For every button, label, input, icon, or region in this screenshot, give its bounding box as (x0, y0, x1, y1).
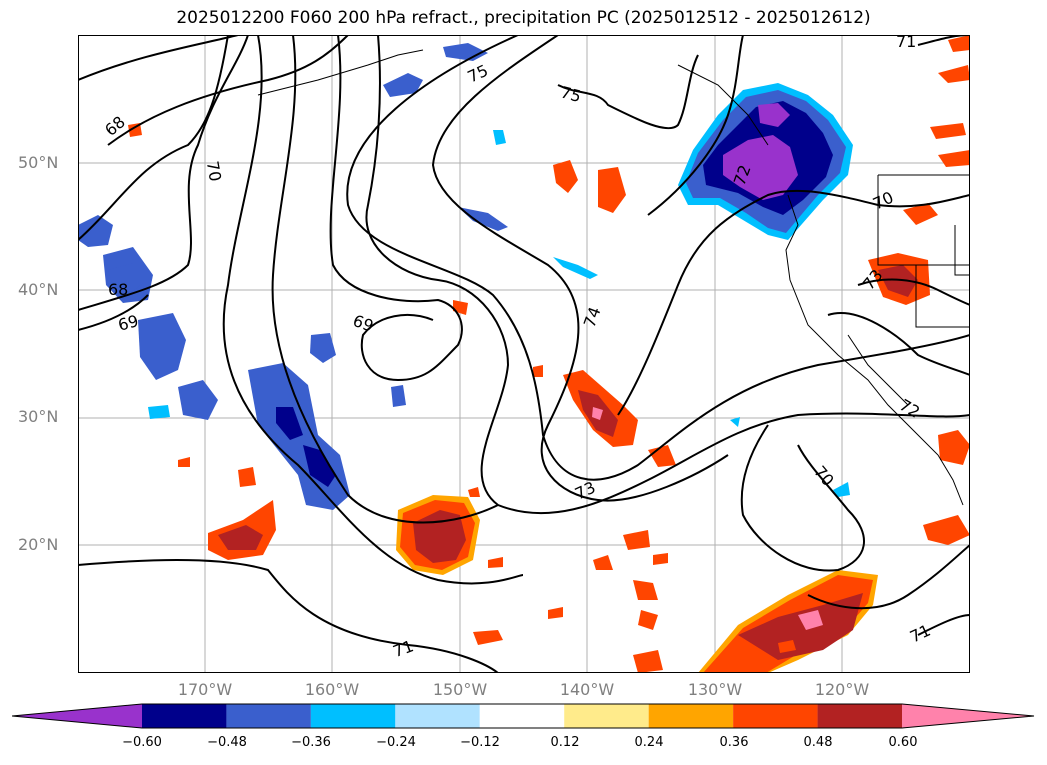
contour-label: 71 (896, 35, 916, 51)
map-title: 2025012200 F060 200 hPa refract., precip… (176, 8, 871, 28)
colorbar-tick: −0.60 (122, 735, 162, 750)
colorbar-swatch (564, 704, 649, 728)
map-panel: 68 70 75 75 71 68 69 69 74 73 70 73 72 7… (78, 35, 970, 673)
lat-label: 30°N (18, 407, 59, 426)
colorbar-tick: −0.12 (460, 735, 500, 750)
map-frame (78, 35, 970, 673)
lon-label: 170°W (177, 680, 233, 699)
colorbar-swatch (142, 704, 227, 728)
contour-label: 75 (559, 82, 584, 106)
lat-label: 50°N (18, 153, 59, 172)
colorbar-tick: −0.24 (376, 735, 416, 750)
lon-label: 150°W (432, 680, 488, 699)
colorbar-tick: 0.12 (550, 735, 580, 750)
lon-label: 120°W (814, 680, 870, 699)
colorbar-swatch (902, 704, 1034, 728)
colorbar-swatch (479, 704, 565, 728)
lat-label: 40°N (18, 280, 59, 299)
colorbar-tick: 0.36 (719, 735, 749, 750)
lon-label: 130°W (687, 680, 743, 699)
colorbar-swatch (226, 704, 311, 728)
contours (78, 35, 970, 673)
colorbar-tick: −0.36 (291, 735, 331, 750)
colorbar (12, 703, 1035, 729)
contour-label: 68 (108, 280, 128, 299)
contour-label: 69 (116, 311, 141, 335)
colorbar-swatch (310, 704, 396, 728)
colorbar-tick: 0.48 (803, 735, 833, 750)
colorbar-tick: 0.24 (634, 735, 664, 750)
colorbar-tick: 0.60 (888, 735, 918, 750)
coastlines (257, 49, 970, 506)
lat-label: 20°N (18, 535, 59, 554)
colorbar-swatch (648, 704, 734, 728)
colorbar-swatch (733, 704, 818, 728)
colorbar-tick: −0.48 (207, 735, 247, 750)
contour-label: 70 (203, 160, 225, 183)
positive-shading (128, 35, 970, 673)
colorbar-swatch (817, 704, 902, 728)
lon-label: 160°W (304, 680, 360, 699)
colorbar-swatch (12, 704, 142, 728)
colorbar-swatch (395, 704, 480, 728)
negative-shading (78, 43, 853, 510)
lon-label: 140°W (559, 680, 615, 699)
